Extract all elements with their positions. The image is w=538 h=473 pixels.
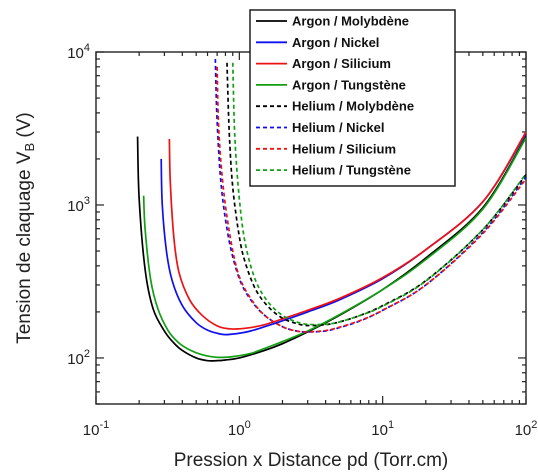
legend-box bbox=[249, 9, 456, 187]
series-line-6 bbox=[214, 58, 526, 333]
legend-label: Argon / Molybdène bbox=[292, 14, 409, 29]
x-axis-label: Pression x Distance pd (Torr.cm) bbox=[174, 450, 449, 471]
y-axis-label-sub: B bbox=[22, 143, 37, 152]
legend-label: Helium / Silicium bbox=[292, 141, 396, 156]
series-line-3 bbox=[168, 131, 526, 330]
legend-label: Helium / Tungstène bbox=[292, 163, 411, 178]
x-tick-label: 101 bbox=[371, 419, 394, 439]
y-tick-label: 104 bbox=[67, 42, 90, 62]
legend-label: Helium / Molybdène bbox=[292, 99, 414, 114]
legend: Argon / Molybdène Argon / Nickel Argon / S… bbox=[249, 9, 456, 187]
legend-label: Helium / Nickel bbox=[292, 120, 384, 135]
y-axis-label-main: Tension de claquage V bbox=[14, 151, 35, 344]
y-tick-label: 102 bbox=[67, 348, 90, 368]
legend-label: Argon / Silicium bbox=[292, 56, 391, 71]
x-tick-label: 10-1 bbox=[83, 419, 109, 439]
series-line-8 bbox=[231, 62, 526, 326]
y-tick-label: 103 bbox=[67, 195, 90, 215]
legend-label: Argon / Nickel bbox=[292, 35, 379, 50]
y-axis-label-unit: (V) bbox=[14, 112, 35, 143]
series-line-4 bbox=[142, 137, 526, 359]
axis-tick-labels: 10-1 100 101 102 102 103 104 bbox=[67, 42, 537, 439]
y-axis-label: Tension de claquage VB (V) bbox=[14, 112, 37, 344]
series-layer bbox=[136, 58, 526, 362]
legend-label: Argon / Tungstène bbox=[292, 77, 406, 92]
x-tick-label: 102 bbox=[515, 419, 538, 439]
x-tick-label: 100 bbox=[228, 419, 251, 439]
series-line-5 bbox=[226, 62, 526, 327]
